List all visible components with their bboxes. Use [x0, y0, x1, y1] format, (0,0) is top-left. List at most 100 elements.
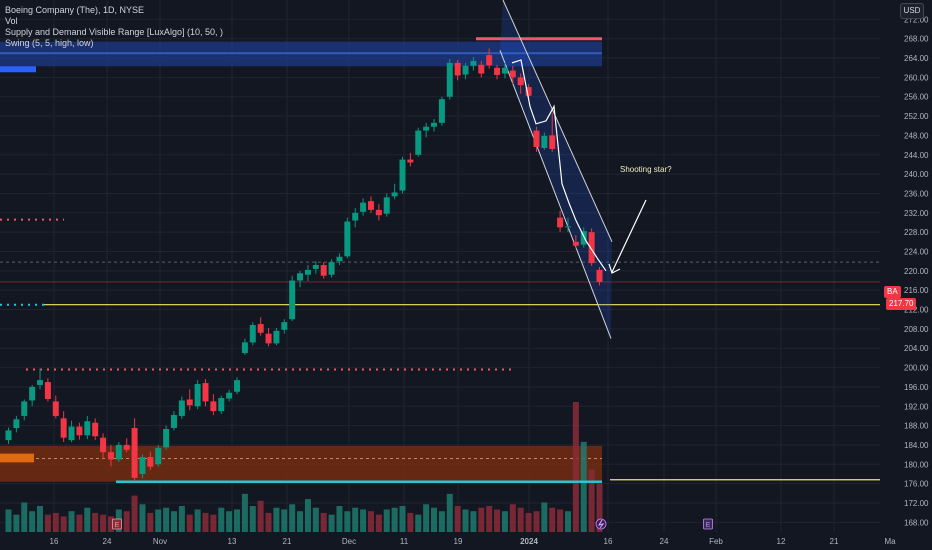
candle-body — [572, 241, 579, 246]
price-tick-label: 240.00 — [904, 170, 929, 179]
candle-body — [336, 256, 343, 262]
price-tick-label: 220.00 — [904, 267, 929, 276]
volume-bar — [328, 514, 335, 532]
candle-body — [399, 159, 406, 191]
candle-body — [281, 322, 288, 330]
time-tick-label: Dec — [342, 537, 356, 546]
volume-bar — [92, 512, 99, 532]
price-tick-label: 184.00 — [904, 441, 929, 450]
candle-body — [131, 428, 138, 478]
candle-body — [312, 265, 319, 269]
time-tick-label: Nov — [153, 537, 167, 546]
volume-bar — [509, 504, 516, 532]
volume-bar — [163, 507, 170, 532]
price-tick-label: 224.00 — [904, 247, 929, 256]
candle-body — [564, 226, 571, 228]
candle-body — [257, 324, 264, 333]
candle-body — [344, 221, 351, 257]
volume-bar — [454, 506, 461, 532]
candle-body — [541, 135, 548, 148]
indicator-swing[interactable]: Swing (5, 5, high, low) — [5, 38, 94, 48]
volume-bar — [415, 514, 422, 532]
candle-body — [588, 232, 595, 264]
earnings-marker — [112, 518, 122, 530]
time-tick-label: 11 — [400, 537, 409, 546]
volume-bar — [344, 511, 351, 532]
volume-bar — [352, 507, 359, 532]
volume-bar — [29, 511, 36, 532]
price-tick-label: 192.00 — [904, 402, 929, 411]
volume-bar — [596, 483, 603, 532]
price-tick-label: 256.00 — [904, 93, 929, 102]
time-tick-label: 16 — [604, 537, 613, 546]
candle-body — [517, 77, 524, 86]
time-tick-label: 24 — [660, 537, 669, 546]
price-tag-value: 217.70 — [886, 298, 917, 310]
volume-bar — [21, 502, 28, 532]
volume-bar — [312, 507, 319, 532]
volume-bar — [399, 506, 406, 532]
indicator-volume[interactable]: Vol — [5, 16, 18, 26]
candle-body — [186, 399, 193, 406]
candle-body — [289, 280, 296, 320]
volume-bar — [431, 507, 438, 532]
volume-bar — [186, 514, 193, 532]
candle-body — [139, 457, 146, 474]
candle-body — [438, 99, 445, 123]
price-tick-label: 248.00 — [904, 131, 929, 140]
volume-bar — [84, 507, 91, 532]
price-tick-label: 176.00 — [904, 480, 929, 489]
candle-body — [352, 212, 359, 221]
time-tick-label: 21 — [283, 537, 292, 546]
candle-body — [178, 400, 185, 416]
volume-bar — [44, 514, 51, 532]
price-tick-label: 208.00 — [904, 325, 929, 334]
volume-bar — [107, 516, 114, 532]
candle-body — [273, 330, 280, 344]
volume-bar — [155, 509, 162, 532]
candle-body — [501, 67, 508, 74]
demand-zone — [0, 445, 602, 482]
time-axis[interactable]: 16 24 Nov 13 21 Dec 11 19 2024 16 24 Feb 12 21 Ma — [50, 537, 897, 546]
volume-bar — [249, 506, 256, 532]
volume-bar — [100, 514, 107, 532]
candle-body — [163, 428, 170, 448]
time-tick-label: 24 — [103, 537, 112, 546]
volume-bar — [533, 511, 540, 532]
symbol-title[interactable]: Boeing Company (The), 1D, NYSE — [5, 5, 145, 15]
volume-bar — [564, 511, 571, 532]
candle-body — [218, 398, 225, 412]
candle-body — [234, 380, 241, 392]
candlesticks — [5, 48, 603, 482]
volume-bar — [494, 509, 501, 532]
volume-bar — [194, 509, 201, 532]
volume-bar — [580, 441, 587, 532]
price-tick-label: 168.00 — [904, 518, 929, 527]
time-tick-label: 2024 — [520, 537, 538, 546]
volume-bar — [218, 507, 225, 532]
volume-bar — [178, 506, 185, 532]
volume-bar — [273, 507, 280, 532]
volume-bar — [52, 512, 59, 532]
volume-bar — [462, 509, 469, 532]
demand-zone-marker — [0, 453, 34, 463]
candle-body — [486, 55, 493, 66]
time-tick-label: 13 — [228, 537, 237, 546]
currency-button[interactable]: USD — [900, 3, 924, 19]
candle-body — [210, 401, 217, 412]
candle-body — [5, 430, 12, 441]
indicator-supply-demand[interactable]: Supply and Demand Visible Range [LuxAlgo… — [5, 27, 223, 37]
price-tick-label: 264.00 — [904, 54, 929, 63]
candle-body — [170, 414, 177, 429]
time-tick-label: 19 — [454, 537, 463, 546]
volume-bar — [76, 514, 83, 532]
volume-bar — [375, 514, 382, 532]
volume-bar — [501, 511, 508, 532]
price-axis[interactable]: 168.00 172.00 176.00 180.00 184.00 188.00 192.… — [880, 0, 932, 550]
channel-fill — [500, 0, 612, 339]
candle-body — [84, 421, 91, 436]
candle-body — [320, 265, 327, 276]
volume-bar — [391, 507, 398, 532]
candle-body — [297, 273, 304, 281]
